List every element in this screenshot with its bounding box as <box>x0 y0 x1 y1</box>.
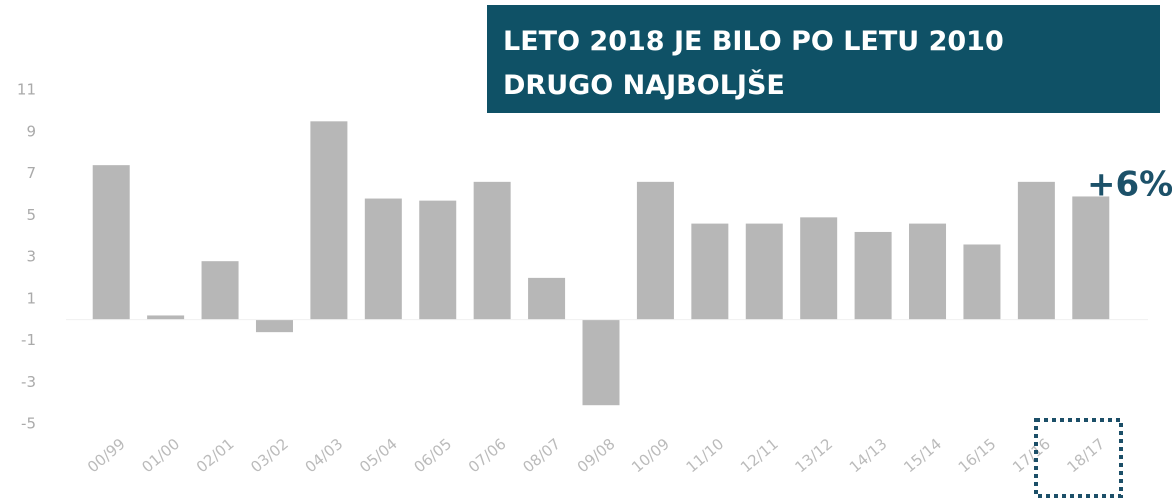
x-tick-label: 16/15 <box>955 435 1000 477</box>
x-tick-label: 01/00 <box>138 435 183 477</box>
bar <box>745 223 783 320</box>
y-tick-label: -1 <box>21 331 36 349</box>
x-tick-label: 00/99 <box>84 435 129 477</box>
bar <box>636 181 674 320</box>
y-tick-label: 5 <box>26 206 36 224</box>
x-tick-label: 11/10 <box>683 435 728 477</box>
bar <box>147 315 185 320</box>
bar <box>909 223 947 320</box>
bar <box>800 217 838 320</box>
y-tick-label: 9 <box>26 122 36 140</box>
y-tick-label: 1 <box>26 289 36 307</box>
bar <box>1072 196 1110 320</box>
chart-title: LETO 2018 JE BILO PO LETU 2010 <box>503 26 1004 57</box>
bar <box>201 261 239 320</box>
bar <box>582 319 620 406</box>
bar <box>419 200 457 320</box>
y-tick-label: 7 <box>26 164 36 182</box>
x-tick-label: 09/08 <box>574 435 619 477</box>
x-tick-label: 17/16 <box>1009 435 1054 477</box>
highlight-box <box>1034 418 1123 498</box>
bar <box>255 319 293 333</box>
x-tick-label: 13/12 <box>791 435 836 477</box>
bar <box>310 121 348 320</box>
bar <box>1017 181 1055 320</box>
bar <box>528 277 566 320</box>
x-tick-label: 15/14 <box>900 435 945 477</box>
x-tick-label: 18/17 <box>1064 435 1109 477</box>
title-box <box>487 5 1160 113</box>
x-tick-label: 06/05 <box>411 435 456 477</box>
bar <box>963 244 1001 320</box>
x-tick-label: 07/06 <box>465 435 510 477</box>
bar <box>691 223 729 320</box>
chart-title: DRUGO NAJBOLJŠE <box>503 69 785 101</box>
bar <box>473 181 511 320</box>
x-tick-label: 04/03 <box>302 435 347 477</box>
y-tick-label: 11 <box>17 81 36 99</box>
bar <box>854 231 892 320</box>
x-tick-label: 14/13 <box>846 435 891 477</box>
bar <box>92 165 130 320</box>
y-tick-label: -3 <box>21 373 36 391</box>
x-tick-label: 02/01 <box>193 435 238 477</box>
x-tick-label: 12/11 <box>737 435 782 477</box>
x-tick-label: 10/09 <box>628 435 673 477</box>
x-tick-label: 05/04 <box>356 435 401 477</box>
x-tick-label: 03/02 <box>247 435 292 477</box>
y-tick-label: 3 <box>26 248 36 266</box>
annotation: +6% <box>1087 165 1172 205</box>
bar <box>364 198 402 320</box>
y-tick-label: -5 <box>21 415 36 433</box>
x-tick-label: 08/07 <box>519 435 564 477</box>
